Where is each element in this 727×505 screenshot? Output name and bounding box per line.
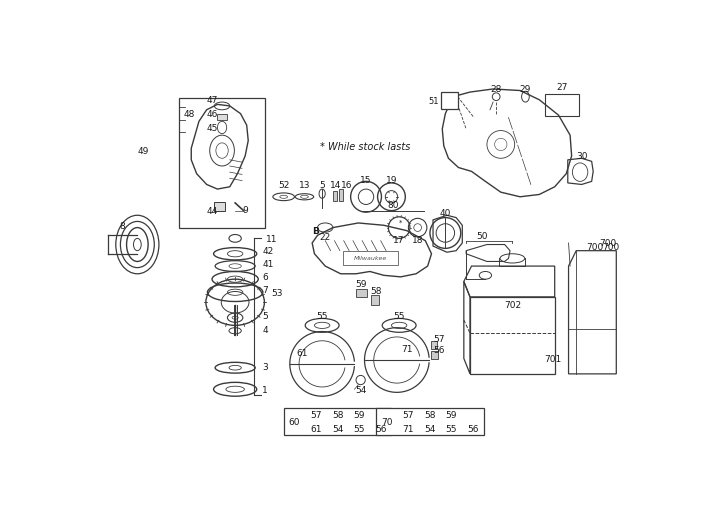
Text: 59: 59 xyxy=(355,279,366,288)
Text: 59: 59 xyxy=(446,411,457,419)
Text: Milwaukee: Milwaukee xyxy=(354,256,387,261)
Text: 58: 58 xyxy=(370,287,382,295)
Text: 3: 3 xyxy=(262,362,268,371)
Bar xyxy=(432,341,437,349)
Text: 11: 11 xyxy=(266,234,278,243)
Text: 71: 71 xyxy=(401,344,413,354)
Text: 55: 55 xyxy=(353,424,365,433)
Text: 42: 42 xyxy=(262,246,273,256)
Text: 55: 55 xyxy=(446,424,457,433)
Text: 47: 47 xyxy=(206,96,218,105)
Text: 5: 5 xyxy=(262,311,268,320)
Text: 8: 8 xyxy=(120,221,125,230)
Bar xyxy=(339,190,343,202)
Text: B: B xyxy=(446,102,452,111)
Text: B: B xyxy=(312,227,319,236)
Text: 6: 6 xyxy=(262,273,268,282)
Bar xyxy=(179,99,265,228)
Text: 700: 700 xyxy=(603,242,619,251)
Text: 28: 28 xyxy=(491,85,502,94)
Text: 60: 60 xyxy=(289,417,300,426)
Text: 29: 29 xyxy=(520,85,531,94)
Text: 57: 57 xyxy=(433,334,445,343)
Text: 41: 41 xyxy=(262,260,273,269)
Text: 9: 9 xyxy=(242,206,248,215)
Text: 15: 15 xyxy=(361,176,371,185)
Text: 18: 18 xyxy=(412,235,423,244)
Text: 19: 19 xyxy=(386,176,397,185)
Text: 48: 48 xyxy=(183,110,195,119)
Text: 700: 700 xyxy=(599,239,616,248)
Bar xyxy=(545,95,579,117)
Text: 4: 4 xyxy=(262,325,268,334)
Text: * While stock lasts: * While stock lasts xyxy=(320,142,410,151)
Bar xyxy=(214,203,225,212)
Text: 5: 5 xyxy=(319,181,325,189)
Text: 56: 56 xyxy=(433,345,445,354)
Text: 46: 46 xyxy=(206,110,218,119)
Text: 27: 27 xyxy=(557,83,568,92)
Text: A: A xyxy=(446,93,452,102)
Bar xyxy=(217,115,227,121)
Text: 55: 55 xyxy=(393,311,405,320)
Text: 54: 54 xyxy=(355,385,366,394)
Text: 57: 57 xyxy=(403,411,414,419)
Text: 80: 80 xyxy=(387,200,398,210)
Bar xyxy=(356,289,367,297)
Text: 17: 17 xyxy=(393,235,405,244)
Bar xyxy=(371,296,379,305)
Text: 50: 50 xyxy=(475,231,487,240)
Text: *: * xyxy=(399,219,402,225)
Text: 52: 52 xyxy=(278,181,289,189)
Text: 51: 51 xyxy=(429,97,439,106)
Text: 55: 55 xyxy=(316,311,328,320)
Text: 56: 56 xyxy=(467,424,479,433)
Bar xyxy=(376,408,484,436)
Text: 700: 700 xyxy=(586,242,603,251)
Text: 7: 7 xyxy=(262,285,268,294)
Text: 44: 44 xyxy=(206,207,218,216)
Text: 30: 30 xyxy=(577,152,588,161)
Text: 58: 58 xyxy=(424,411,435,419)
Bar xyxy=(343,251,398,265)
Text: 59: 59 xyxy=(353,411,365,419)
Text: 54: 54 xyxy=(425,424,435,433)
Text: 56: 56 xyxy=(375,424,387,433)
Bar xyxy=(333,191,337,202)
Text: 53: 53 xyxy=(271,288,283,297)
Text: 45: 45 xyxy=(206,124,218,133)
Bar xyxy=(432,351,438,360)
Text: 701: 701 xyxy=(545,355,562,363)
Text: 71: 71 xyxy=(403,424,414,433)
Bar xyxy=(284,408,391,436)
Text: 702: 702 xyxy=(504,300,521,310)
Text: 1: 1 xyxy=(262,385,268,394)
Text: 54: 54 xyxy=(332,424,343,433)
Text: 70: 70 xyxy=(381,417,393,426)
Text: 40: 40 xyxy=(440,208,451,217)
Text: 57: 57 xyxy=(310,411,322,419)
Text: 49: 49 xyxy=(137,147,149,156)
Text: 13: 13 xyxy=(299,181,310,189)
Text: 61: 61 xyxy=(297,348,308,357)
Text: 61: 61 xyxy=(310,424,322,433)
Bar xyxy=(441,93,458,110)
Text: 14: 14 xyxy=(330,181,342,189)
Text: 16: 16 xyxy=(341,181,353,189)
Text: 22: 22 xyxy=(320,233,331,242)
Text: 58: 58 xyxy=(332,411,343,419)
